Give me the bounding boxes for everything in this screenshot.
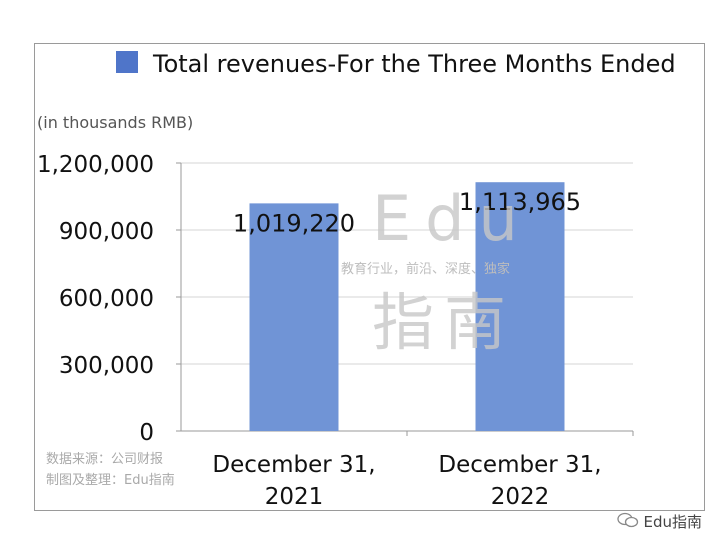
chart-frame: [34, 43, 705, 511]
y-tick-label: 0: [139, 420, 154, 446]
watermark-guide: 指南: [372, 286, 516, 359]
wechat-icon: [617, 512, 639, 532]
bar: [249, 203, 339, 431]
watermark-slogan: 教育行业，前沿、深度、独家: [341, 261, 510, 277]
y-tick-label: 900,000: [59, 219, 154, 245]
legend-swatch: [116, 51, 138, 73]
corner-brand-label: Edu指南: [643, 513, 702, 531]
bar: [475, 182, 565, 431]
y-tick-label: 1,200,000: [37, 152, 154, 178]
unit-note: (in thousands RMB): [37, 113, 193, 132]
y-tick-label: 300,000: [59, 353, 154, 379]
x-category-label: December 31, 2022: [438, 452, 601, 510]
x-category-label: December 31, 2021: [212, 452, 375, 510]
y-tick-label: 600,000: [59, 286, 154, 312]
bar-value-label: 1,019,220: [233, 209, 355, 237]
source-line-1: 数据来源：公司财报: [46, 452, 163, 467]
legend-label: Total revenues-For the Three Months Ende…: [152, 50, 676, 78]
bar-value-label: 1,113,965: [459, 188, 581, 216]
source-line-2: 制图及整理：Edu指南: [46, 472, 175, 488]
watermark-edu: Edu: [372, 182, 532, 255]
corner-brand: Edu指南: [617, 511, 702, 532]
